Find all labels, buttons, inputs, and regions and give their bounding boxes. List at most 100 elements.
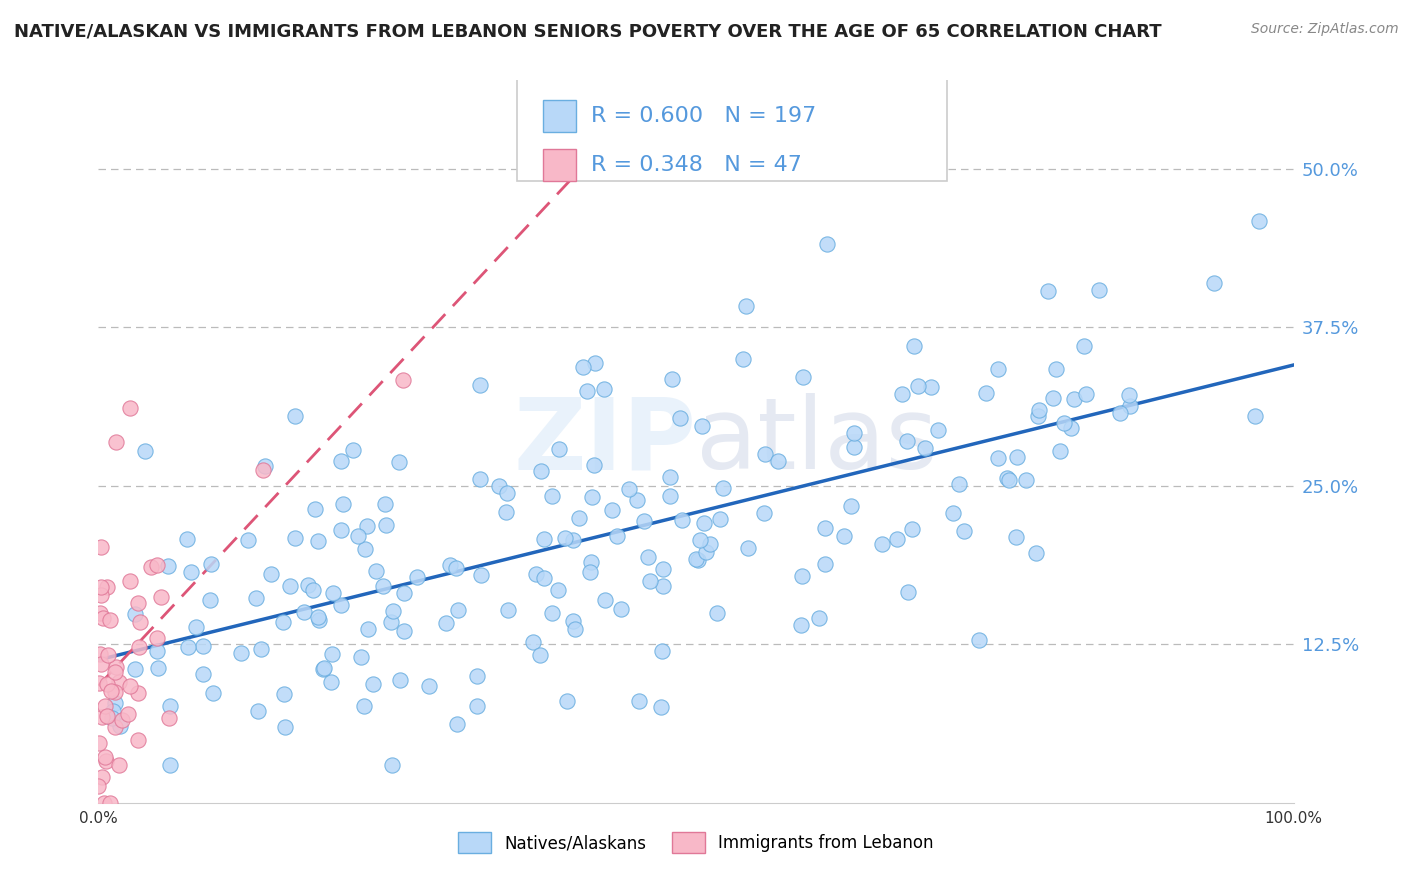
Point bbox=[658, 470, 681, 484]
Point bbox=[90, 657, 112, 671]
Point bbox=[381, 757, 404, 772]
Point bbox=[314, 661, 336, 675]
Point bbox=[468, 378, 491, 392]
Point bbox=[1049, 443, 1071, 458]
Point bbox=[304, 502, 326, 516]
Point bbox=[284, 409, 307, 423]
Text: Source: ZipAtlas.com: Source: ZipAtlas.com bbox=[1251, 22, 1399, 37]
Point bbox=[792, 569, 814, 583]
Point bbox=[1118, 388, 1140, 402]
Point bbox=[533, 532, 555, 546]
Point bbox=[202, 685, 225, 699]
Point bbox=[330, 599, 353, 613]
Point bbox=[146, 631, 169, 645]
Point bbox=[353, 698, 375, 713]
Point bbox=[108, 719, 131, 733]
Point bbox=[967, 632, 990, 647]
Point bbox=[307, 533, 329, 548]
Point bbox=[1244, 409, 1267, 424]
Text: R = 0.348   N = 47: R = 0.348 N = 47 bbox=[591, 155, 801, 175]
Point bbox=[920, 380, 942, 394]
Point bbox=[651, 644, 673, 658]
Point bbox=[470, 567, 492, 582]
Point bbox=[706, 606, 728, 620]
Point bbox=[107, 757, 129, 772]
Point bbox=[815, 237, 838, 252]
Point bbox=[94, 754, 117, 768]
Point bbox=[583, 356, 606, 370]
Point bbox=[98, 614, 121, 628]
Point bbox=[688, 553, 710, 567]
Point bbox=[101, 711, 124, 725]
Point bbox=[330, 454, 353, 468]
Point bbox=[146, 661, 169, 675]
Point bbox=[100, 796, 122, 810]
Point bbox=[388, 673, 411, 688]
Point bbox=[198, 593, 221, 607]
Point bbox=[127, 732, 149, 747]
Point bbox=[94, 699, 117, 714]
Point bbox=[790, 618, 813, 632]
Point bbox=[191, 666, 214, 681]
Point bbox=[356, 519, 378, 533]
Point bbox=[807, 610, 830, 624]
Point bbox=[157, 711, 180, 725]
Point bbox=[496, 486, 519, 500]
Point bbox=[180, 566, 202, 580]
Point bbox=[177, 640, 200, 655]
Point bbox=[841, 499, 863, 513]
Point bbox=[90, 580, 112, 594]
Point bbox=[685, 552, 707, 566]
Point bbox=[987, 362, 1010, 376]
Point bbox=[522, 635, 544, 649]
Point bbox=[392, 373, 415, 387]
Point bbox=[446, 561, 468, 575]
Point bbox=[127, 596, 149, 610]
Point bbox=[593, 592, 616, 607]
Point bbox=[1074, 387, 1097, 401]
Point bbox=[1247, 214, 1270, 228]
Point bbox=[575, 384, 598, 398]
Point bbox=[302, 582, 325, 597]
Point bbox=[278, 579, 301, 593]
Point bbox=[1025, 546, 1047, 560]
Point bbox=[689, 533, 711, 547]
Point bbox=[659, 489, 682, 503]
Point bbox=[128, 640, 150, 654]
Point bbox=[661, 372, 683, 386]
Point bbox=[89, 647, 111, 661]
Point bbox=[231, 646, 253, 660]
Point bbox=[927, 423, 949, 437]
Point bbox=[364, 564, 387, 578]
Point bbox=[111, 713, 134, 727]
Point bbox=[498, 603, 520, 617]
Point bbox=[692, 516, 714, 531]
Bar bbox=[543, 149, 576, 181]
Point bbox=[104, 720, 127, 734]
Point bbox=[322, 586, 344, 600]
Point bbox=[626, 492, 648, 507]
Point bbox=[101, 704, 124, 718]
Point bbox=[562, 614, 585, 628]
Point bbox=[617, 483, 640, 497]
Point bbox=[96, 677, 118, 691]
Point bbox=[754, 506, 776, 520]
Point bbox=[245, 591, 267, 606]
Point bbox=[907, 379, 929, 393]
Point bbox=[842, 440, 865, 454]
Point bbox=[392, 585, 415, 599]
Point bbox=[149, 590, 172, 604]
Point bbox=[307, 609, 329, 624]
Point bbox=[357, 622, 380, 636]
Point bbox=[90, 589, 112, 603]
Point bbox=[94, 750, 117, 764]
Point bbox=[134, 443, 156, 458]
Point bbox=[633, 514, 655, 528]
Point bbox=[388, 454, 411, 468]
Point bbox=[582, 458, 605, 472]
Point bbox=[1042, 391, 1064, 405]
Point bbox=[1202, 276, 1225, 290]
Point bbox=[128, 615, 150, 630]
Point bbox=[731, 351, 754, 366]
Point bbox=[347, 529, 370, 543]
